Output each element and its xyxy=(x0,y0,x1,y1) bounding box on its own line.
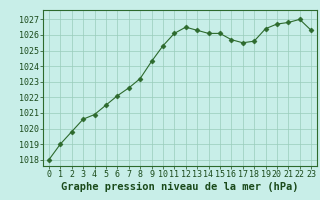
X-axis label: Graphe pression niveau de la mer (hPa): Graphe pression niveau de la mer (hPa) xyxy=(61,182,299,192)
